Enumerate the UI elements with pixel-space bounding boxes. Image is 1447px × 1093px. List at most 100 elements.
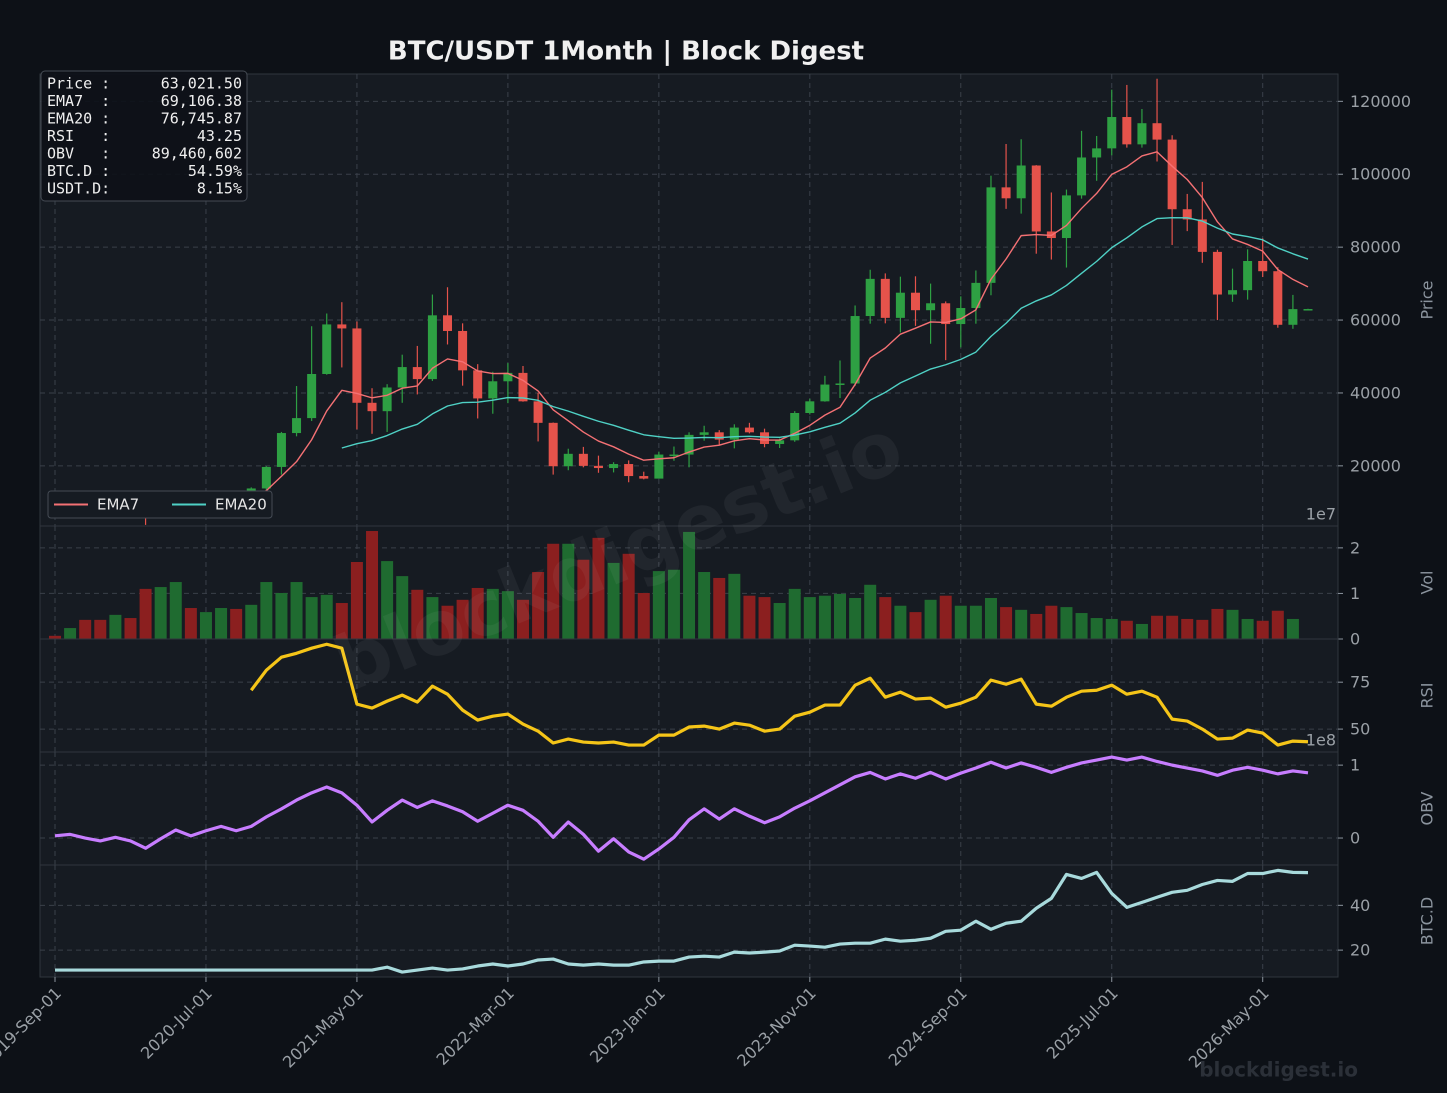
candle-body (593, 465, 603, 469)
volume-bar (290, 582, 303, 639)
candle-body (1016, 165, 1026, 199)
volume-bar (335, 603, 348, 639)
volume-bar (939, 595, 952, 639)
volume-bar (1120, 620, 1133, 639)
ema-line (341, 217, 1309, 449)
candle-body (805, 401, 815, 413)
info-value: 54.59% (188, 162, 242, 180)
volume-bar (894, 605, 907, 639)
candle-body (775, 440, 785, 444)
volume-bar (1181, 618, 1194, 639)
candle-body (744, 427, 754, 433)
candle-body (926, 303, 936, 311)
volume-bar (713, 577, 726, 639)
candle-body (1228, 290, 1238, 295)
volume-bar (803, 597, 816, 639)
volume-bar (984, 597, 997, 639)
y-tick-label: 80000 (1350, 238, 1401, 257)
volume-bar (1241, 618, 1254, 639)
volume-bar (849, 597, 862, 639)
volume-bar (577, 559, 590, 639)
info-label: EMA7 : (47, 92, 110, 110)
volume-bar (184, 608, 197, 639)
volume-bar (320, 594, 333, 639)
candle-body (563, 453, 573, 467)
info-value: 63,021.50 (161, 75, 242, 93)
volume-bar (275, 592, 288, 639)
volume-bar (305, 597, 318, 639)
candle-body (609, 464, 619, 469)
info-value: 89,460,602 (152, 145, 242, 163)
candle-body (548, 422, 558, 467)
candle-body (518, 372, 528, 402)
y-axis-label: BTC.D (1418, 897, 1437, 945)
volume-bar (1030, 613, 1043, 639)
volume-bar (381, 561, 394, 639)
y-axis-label: RSI (1418, 683, 1437, 709)
candle-body (760, 432, 770, 444)
volume-bar (49, 635, 61, 639)
volume-bar (516, 599, 529, 639)
candle-body (971, 282, 981, 309)
candle-body (639, 476, 649, 479)
volume-bar (1211, 608, 1224, 639)
volume-bar (698, 572, 711, 639)
volume-bar (1256, 620, 1269, 639)
volume-bar (818, 595, 831, 639)
y-tick-label: 20 (1350, 941, 1370, 960)
candle-body (1288, 309, 1298, 325)
candle-body (684, 434, 694, 455)
candle-body (367, 402, 377, 412)
candle-body (941, 303, 951, 325)
ema-line (145, 151, 1309, 511)
candle-body (1061, 195, 1071, 239)
candle-body (1077, 157, 1087, 196)
volume-bar (396, 576, 409, 639)
volume-bar (924, 599, 937, 639)
volume-bar (1060, 607, 1073, 639)
volume-bar (547, 543, 560, 639)
y-tick-label: 50 (1350, 720, 1370, 739)
legend: EMA7 EMA20 (47, 490, 273, 519)
candle-body (729, 427, 739, 440)
volume-bar (743, 595, 756, 639)
volume-bar (879, 597, 892, 639)
volume-bar (954, 605, 967, 639)
volume-bar (1271, 610, 1284, 639)
y-tick-label: 100000 (1350, 165, 1411, 184)
volume-bar (441, 605, 454, 639)
volume-bar (788, 588, 801, 639)
info-box (40, 70, 248, 202)
candle-body (503, 372, 513, 382)
candle-body (337, 324, 347, 329)
candle-body (473, 370, 483, 399)
candle-body (850, 316, 860, 384)
candle-body (292, 418, 302, 434)
volume-bar (199, 612, 212, 639)
panel-background (39, 638, 1339, 753)
candle-body (1092, 148, 1102, 158)
axis-offset-label: 1e8 (1306, 731, 1336, 750)
volume-bar (622, 553, 635, 639)
volume-bar (366, 531, 379, 639)
volume-bar (1015, 609, 1028, 639)
volume-bar (94, 619, 107, 639)
candle-body (699, 432, 709, 435)
candle-body (820, 384, 830, 402)
y-tick-label: 0 (1350, 630, 1360, 649)
candle-body (624, 464, 634, 477)
candle-body (382, 387, 392, 412)
candle-body (895, 292, 905, 318)
y-axis-label: Price (1418, 280, 1437, 319)
y-tick-label: 20000 (1350, 456, 1401, 475)
candle-body (1107, 117, 1117, 149)
candle-body (1152, 123, 1162, 140)
volume-bar (1166, 615, 1179, 639)
candle-body (714, 432, 724, 440)
y-tick-label: 120000 (1350, 92, 1411, 111)
axis-offset-label: 1e7 (1306, 505, 1336, 524)
y-tick-label: 40000 (1350, 383, 1401, 402)
indicator-line (55, 868, 1309, 974)
volume-bar (109, 614, 122, 639)
